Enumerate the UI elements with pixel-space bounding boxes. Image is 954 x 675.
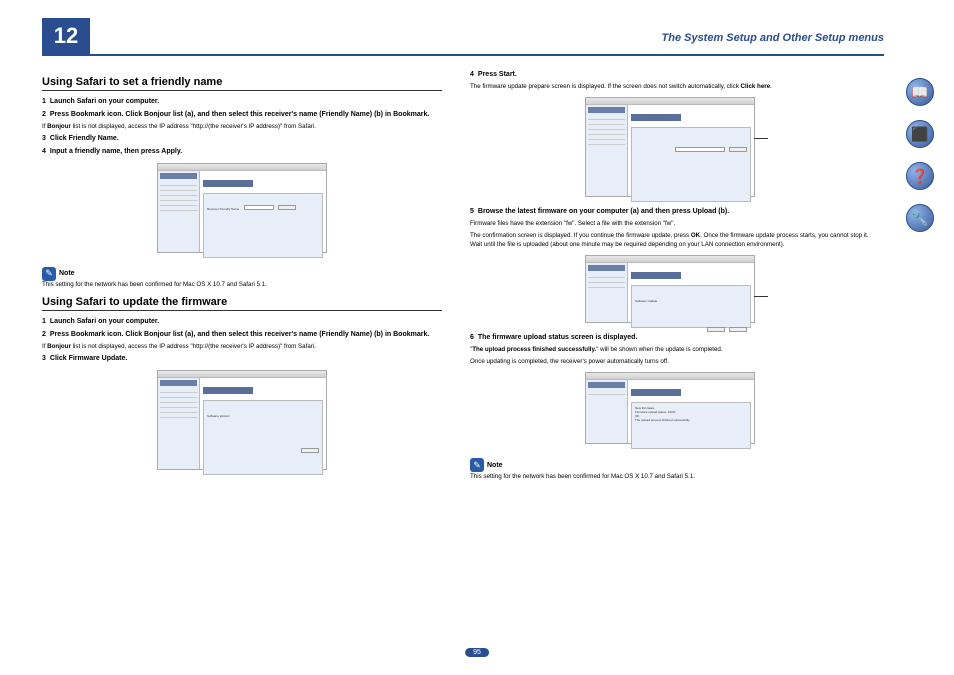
fine-print: Once updating is completed, the receiver… <box>470 358 870 367</box>
header-rule <box>42 54 884 56</box>
screenshot-friendly-name: Receiver Friendly Name <box>157 163 327 253</box>
screenshot-firmware-prepare <box>585 97 755 197</box>
note-text: This setting for the network has been co… <box>42 281 442 290</box>
content-columns: Using Safari to set a friendly name 1Lau… <box>42 70 872 485</box>
step: 4Press Start. <box>470 70 870 80</box>
side-nav-icons: 📖 ⬛ ❓ 🔧 <box>906 78 934 232</box>
note-badge: ✎ Note <box>42 267 75 281</box>
tools-icon[interactable]: 🔧 <box>906 204 934 232</box>
right-column: 4Press Start. The firmware update prepar… <box>470 70 870 485</box>
section-title-friendly-name: Using Safari to set a friendly name <box>42 76 442 91</box>
header-title: The System Setup and Other Setup menus <box>662 32 885 44</box>
step: 4Input a friendly name, then press Apply… <box>42 147 442 157</box>
step: 2Press Bookmark icon. Click Bonjour list… <box>42 330 442 340</box>
step: 3Click Firmware Update. <box>42 354 442 364</box>
note-label: Note <box>487 462 503 469</box>
help-icon[interactable]: ❓ <box>906 162 934 190</box>
note-badge: ✎ Note <box>470 458 503 472</box>
step: 3Click Friendly Name. <box>42 134 442 144</box>
left-column: Using Safari to set a friendly name 1Lau… <box>42 70 442 485</box>
note-icon: ✎ <box>42 267 56 281</box>
note-icon: ✎ <box>470 458 484 472</box>
fine-print: If Bonjour list is not displayed, access… <box>42 343 442 352</box>
note-text: This setting for the network has been co… <box>470 473 870 482</box>
fine-print: "The upload process finished successfull… <box>470 346 870 355</box>
fine-print: If Bonjour list is not displayed, access… <box>42 123 442 132</box>
book-icon[interactable]: 📖 <box>906 78 934 106</box>
fine-print: The confirmation screen is displayed. If… <box>470 232 870 249</box>
step: 2Press Bookmark icon. Click Bonjour list… <box>42 110 442 120</box>
footer-page-number: 95 <box>465 648 489 657</box>
note-label: Note <box>59 270 75 277</box>
device-icon[interactable]: ⬛ <box>906 120 934 148</box>
fine-print: Firmware files have the extension "fw". … <box>470 220 870 229</box>
step: 1Launch Safari on your computer. <box>42 317 442 327</box>
step: 1Launch Safari on your computer. <box>42 97 442 107</box>
step: 5Browse the latest firmware on your comp… <box>470 207 870 217</box>
screenshot-firmware-status: New Firmware Firmware upload status: 100… <box>585 372 755 444</box>
page-number-box: 12 <box>42 18 90 54</box>
screenshot-firmware-confirm: Software Update <box>585 255 755 323</box>
screenshot-firmware-start: Software Version <box>157 370 327 470</box>
fine-print: The firmware update prepare screen is di… <box>470 83 870 92</box>
section-title-firmware: Using Safari to update the firmware <box>42 296 442 311</box>
